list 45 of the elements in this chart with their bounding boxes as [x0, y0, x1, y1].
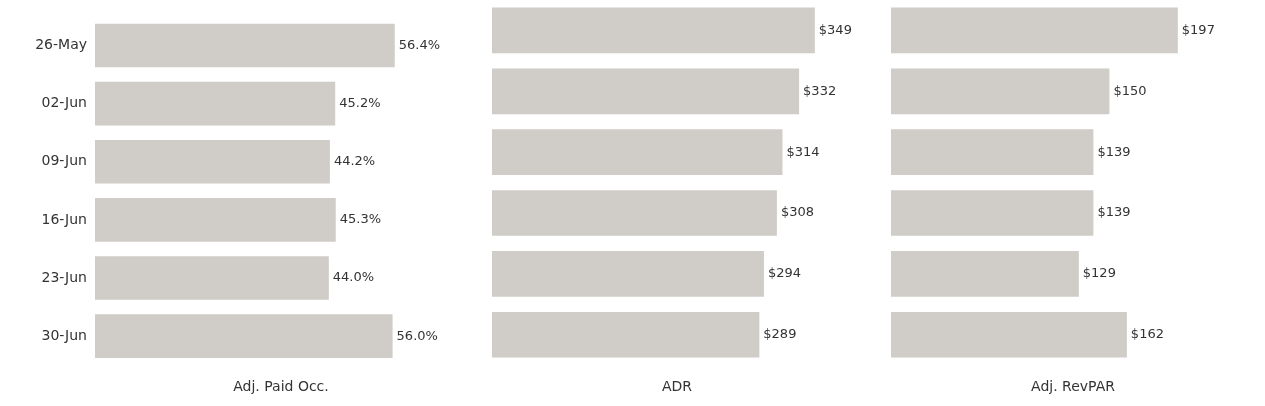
- bar: [891, 311, 1127, 358]
- data-label: $308: [780, 204, 814, 220]
- bar: [492, 190, 777, 236]
- x-axis-title: Adj. Paid Occ.: [233, 378, 329, 395]
- y-tick-label: 16-Jun: [41, 210, 87, 227]
- bar: [95, 139, 330, 184]
- bar: [492, 129, 783, 175]
- bar: [95, 198, 336, 242]
- bar: [891, 251, 1079, 297]
- bar: [492, 251, 764, 297]
- bar: [891, 7, 1178, 54]
- y-tick-label: 23-Jun: [41, 268, 87, 285]
- data-label: 45.3%: [339, 211, 382, 227]
- bar: [95, 81, 336, 126]
- x-axis-title: ADR: [661, 378, 693, 395]
- data-label: $129: [1082, 265, 1116, 281]
- y-tick-label: 02-Jun: [41, 94, 87, 111]
- data-label: $197: [1181, 21, 1215, 37]
- data-label: 44.0%: [332, 269, 375, 285]
- bar: [95, 256, 329, 300]
- data-label: $349: [818, 21, 852, 37]
- data-label: $150: [1113, 82, 1147, 98]
- data-label: 44.2%: [333, 153, 376, 169]
- data-label: 56.0%: [396, 327, 438, 343]
- y-tick-label: 09-Jun: [41, 152, 87, 169]
- bar: [891, 190, 1094, 236]
- data-label: $139: [1097, 143, 1131, 159]
- bar: [891, 68, 1110, 115]
- x-axis-title: Adj. RevPAR: [1031, 378, 1116, 395]
- data-label: 56.4%: [398, 36, 441, 52]
- data-label: $162: [1130, 326, 1164, 342]
- bar: [95, 23, 395, 68]
- bar: [95, 314, 393, 358]
- data-label: $332: [803, 82, 837, 98]
- bar: [891, 129, 1094, 175]
- data-label: 45.2%: [339, 94, 381, 110]
- data-label: $294: [767, 265, 802, 281]
- data-label: $139: [1097, 204, 1131, 220]
- bar: [492, 311, 760, 358]
- y-tick-label: 26-May: [35, 36, 87, 53]
- data-label: $314: [786, 143, 820, 159]
- bar: [492, 7, 815, 54]
- bar: [492, 68, 800, 115]
- y-tick-label: 30-Jun: [41, 326, 87, 343]
- data-label: $289: [763, 326, 797, 342]
